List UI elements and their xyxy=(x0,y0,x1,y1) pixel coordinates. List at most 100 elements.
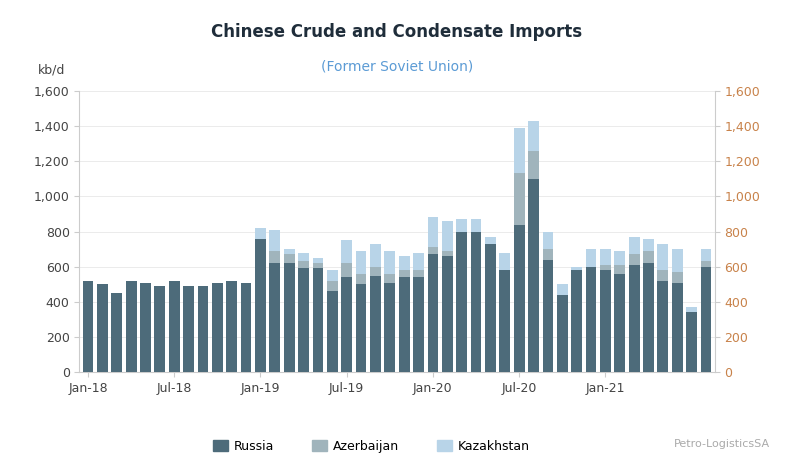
Bar xyxy=(528,179,539,372)
Bar xyxy=(557,295,568,372)
Bar xyxy=(700,249,711,262)
Bar xyxy=(571,266,582,270)
Bar xyxy=(542,232,553,249)
Bar xyxy=(370,276,381,372)
Bar xyxy=(198,286,208,372)
Bar xyxy=(399,256,410,270)
Bar xyxy=(686,312,697,372)
Bar xyxy=(283,254,295,263)
Bar xyxy=(471,232,481,372)
Bar xyxy=(212,282,223,372)
Bar xyxy=(442,221,453,251)
Bar xyxy=(269,230,280,251)
Bar xyxy=(542,249,553,260)
Bar xyxy=(111,293,122,372)
Bar xyxy=(672,282,683,372)
Bar xyxy=(341,263,352,277)
Bar xyxy=(442,256,453,372)
Bar xyxy=(686,307,697,312)
Bar xyxy=(615,265,625,274)
Bar xyxy=(571,270,582,372)
Bar xyxy=(528,121,539,151)
Bar xyxy=(384,251,395,274)
Bar xyxy=(427,217,438,247)
Bar xyxy=(356,274,367,284)
Bar xyxy=(83,281,94,372)
Bar xyxy=(370,244,381,266)
Bar xyxy=(643,251,654,263)
Bar xyxy=(514,173,525,224)
Text: kb/d: kb/d xyxy=(38,64,65,77)
Bar xyxy=(356,251,367,274)
Bar xyxy=(457,219,467,232)
Text: Petro-LogisticsSA: Petro-LogisticsSA xyxy=(674,439,770,449)
Bar xyxy=(427,247,438,254)
Bar xyxy=(269,251,280,263)
Bar xyxy=(313,268,323,372)
Bar xyxy=(327,281,337,291)
Bar xyxy=(413,252,424,270)
Bar xyxy=(269,263,280,372)
Bar xyxy=(643,263,654,372)
Bar xyxy=(499,270,511,372)
Bar xyxy=(155,286,165,372)
Bar xyxy=(629,254,639,265)
Bar xyxy=(615,274,625,372)
Bar xyxy=(226,281,237,372)
Bar xyxy=(557,284,568,295)
Bar xyxy=(356,284,367,372)
Bar xyxy=(384,282,395,372)
Bar xyxy=(399,270,410,277)
Bar xyxy=(514,224,525,372)
Bar xyxy=(313,258,323,263)
Bar xyxy=(427,254,438,372)
Bar xyxy=(399,277,410,372)
Bar xyxy=(255,228,266,239)
Bar xyxy=(485,237,495,244)
Bar xyxy=(657,270,669,281)
Bar xyxy=(327,291,337,372)
Bar xyxy=(457,232,467,372)
Bar xyxy=(615,251,625,265)
Bar xyxy=(700,266,711,372)
Bar xyxy=(600,270,611,372)
Bar xyxy=(283,263,295,372)
Bar xyxy=(299,268,309,372)
Bar xyxy=(327,270,337,281)
Bar xyxy=(140,282,151,372)
Bar xyxy=(97,284,108,372)
Bar xyxy=(183,286,194,372)
Bar xyxy=(643,239,654,251)
Bar xyxy=(586,266,596,372)
Bar xyxy=(485,244,495,372)
Bar xyxy=(471,219,481,232)
Text: Chinese Crude and Condensate Imports: Chinese Crude and Condensate Imports xyxy=(211,23,583,41)
Bar xyxy=(413,277,424,372)
Bar xyxy=(657,244,669,270)
Bar xyxy=(313,263,323,268)
Text: (Former Soviet Union): (Former Soviet Union) xyxy=(321,59,473,73)
Bar xyxy=(384,274,395,282)
Bar xyxy=(600,265,611,270)
Bar xyxy=(499,252,511,270)
Bar xyxy=(169,281,179,372)
Bar xyxy=(657,281,669,372)
Bar xyxy=(283,249,295,254)
Bar xyxy=(672,272,683,282)
Bar xyxy=(341,240,352,263)
Bar xyxy=(514,128,525,173)
Bar xyxy=(241,282,252,372)
Bar xyxy=(125,281,137,372)
Bar xyxy=(299,262,309,268)
Bar xyxy=(542,260,553,372)
Bar xyxy=(528,151,539,179)
Bar xyxy=(600,249,611,265)
Bar xyxy=(255,239,266,372)
Bar xyxy=(586,249,596,266)
Bar xyxy=(442,251,453,256)
Bar xyxy=(700,262,711,266)
Bar xyxy=(629,237,639,254)
Bar xyxy=(413,270,424,277)
Bar xyxy=(341,277,352,372)
Bar xyxy=(299,252,309,262)
